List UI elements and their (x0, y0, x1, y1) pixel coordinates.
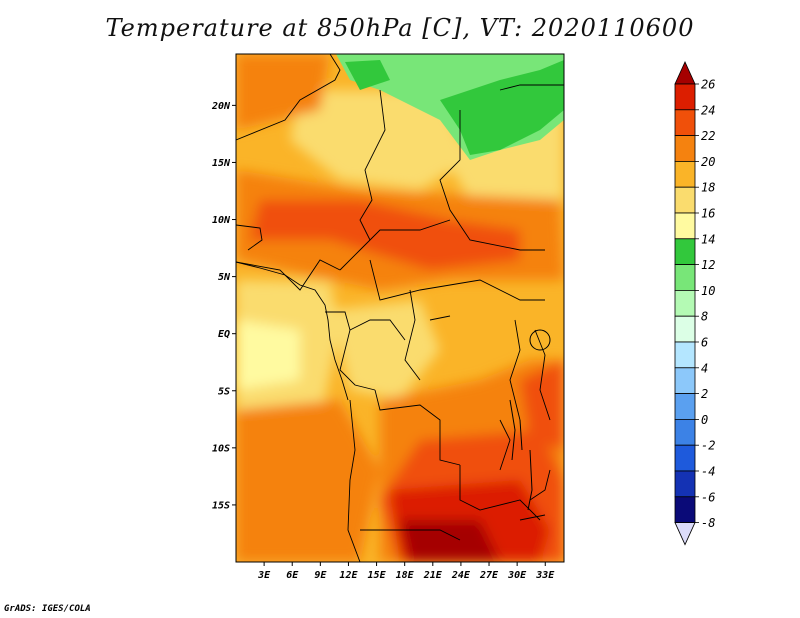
colorbar-label: 26 (701, 78, 715, 92)
field-26-plus (400, 520, 500, 562)
field-16-18-congo (330, 300, 440, 400)
colorbar-label: -8 (701, 516, 715, 530)
colorbar-segment (674, 135, 696, 162)
lat-label: EQ (218, 329, 230, 340)
colorbar-label: 14 (701, 232, 715, 246)
colorbar-label: 24 (701, 103, 715, 117)
field-12-14-north (440, 60, 564, 155)
lat-label: 20N (211, 101, 231, 112)
colorbar-label: 10 (701, 284, 715, 298)
map-title: Temperature at 850hPa [C], VT: 202011060… (105, 14, 695, 42)
field-20-22-angola (236, 400, 380, 562)
lat-label: 5S (218, 386, 230, 397)
colorbar-label: 8 (701, 310, 708, 324)
grads-credit: GrADS: IGES/COLA (4, 604, 91, 614)
colorbar-segment (674, 264, 696, 291)
lat-label: 10S (212, 443, 230, 454)
colorbar-label: 18 (701, 181, 715, 195)
colorbar-segment (674, 418, 696, 446)
colorbar-segment (674, 315, 696, 343)
colorbar-segment (674, 186, 696, 214)
colorbar-segment (674, 393, 696, 420)
colorbar-label: -6 (701, 490, 715, 504)
colorbar-label: 4 (701, 361, 708, 375)
coastline (236, 261, 349, 401)
colorbar-segment (674, 109, 696, 137)
lon-label: 15E (368, 570, 387, 581)
lon-label: 18E (396, 570, 415, 581)
lakes (429, 315, 551, 521)
colorbar-segment (674, 83, 696, 111)
lon-label: 6E (286, 570, 299, 581)
colorbar-overflow-triangle (674, 61, 696, 85)
colorbar-label: 20 (701, 155, 715, 169)
lat-label: 10N (212, 215, 231, 226)
colorbar-segment (674, 444, 696, 472)
lon-label: 3E (257, 570, 271, 581)
lon-label: 33E (535, 570, 555, 581)
lon-label: 9E (314, 570, 327, 581)
colorbar-label: 12 (701, 258, 715, 272)
field-12-14-libya (345, 60, 390, 90)
field-20-22-northwest (236, 54, 330, 130)
lat-label: 15S (212, 500, 230, 511)
colorbar-segment (674, 238, 696, 266)
lon-label: 24E (451, 570, 471, 581)
colorbar-segment (674, 496, 696, 523)
colorbar-label: 0 (701, 413, 708, 427)
colorbar-segment (674, 212, 696, 240)
colorbar-label: -4 (701, 465, 715, 479)
map-frame (235, 53, 565, 563)
latitude-axis: 20N 15N 10N 5N EQ 5S 10S 15S (211, 101, 236, 511)
field-22-24-eastafrica (520, 360, 564, 450)
colorbar-label: 22 (701, 129, 715, 143)
lon-label: 21E (423, 570, 443, 581)
longitude-axis: 3E 6E 9E 12E 15E 18E 21E 24E 27E 30E 33E (257, 562, 555, 581)
lon-label: 27E (479, 570, 499, 581)
field-14-16-coast (236, 320, 300, 390)
field-22-24-sahel (250, 200, 520, 270)
colorbar-label: 2 (701, 387, 708, 401)
colorbar-label: -2 (701, 439, 715, 453)
lat-label: 5N (218, 272, 231, 283)
colorbar-label: 6 (701, 336, 708, 350)
lon-label: 30E (507, 570, 527, 581)
colorbar-label: 16 (701, 207, 715, 221)
colorbar-underflow-triangle (674, 522, 696, 546)
colorbar-segment (674, 289, 696, 317)
lon-label: 12E (339, 570, 358, 581)
colorbar-segment (674, 470, 696, 498)
colorbar-segment (674, 160, 696, 188)
colorbar-segment (674, 367, 696, 394)
colorbar-segment (674, 341, 696, 369)
temperature-map (236, 54, 564, 562)
country-borders (236, 54, 564, 562)
lat-label: 15N (212, 158, 231, 169)
